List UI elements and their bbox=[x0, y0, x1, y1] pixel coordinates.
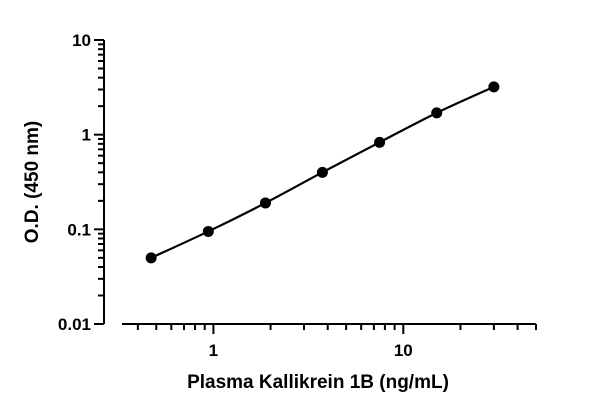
points-layer bbox=[145, 81, 500, 264]
data-point bbox=[259, 197, 271, 209]
data-point bbox=[488, 81, 500, 93]
axes: 0.01 0.1 1 10 1 10 bbox=[58, 31, 537, 360]
x-axis-title: Plasma Kallikrein 1B (ng/mL) bbox=[187, 372, 449, 393]
data-point bbox=[316, 166, 328, 178]
x-tick-label: 10 bbox=[394, 341, 413, 360]
y-tick-label: 0.01 bbox=[58, 315, 91, 334]
x-tick-label: 1 bbox=[209, 341, 218, 360]
y-tick-label: 10 bbox=[72, 31, 91, 50]
y-tick-label: 1 bbox=[82, 126, 91, 145]
data-point bbox=[145, 252, 157, 264]
data-point bbox=[202, 225, 214, 237]
data-point bbox=[374, 136, 386, 148]
y-tick-label: 0.1 bbox=[67, 220, 91, 239]
y-axis-title: O.D. (450 nm) bbox=[22, 121, 43, 243]
data-point bbox=[431, 107, 443, 119]
